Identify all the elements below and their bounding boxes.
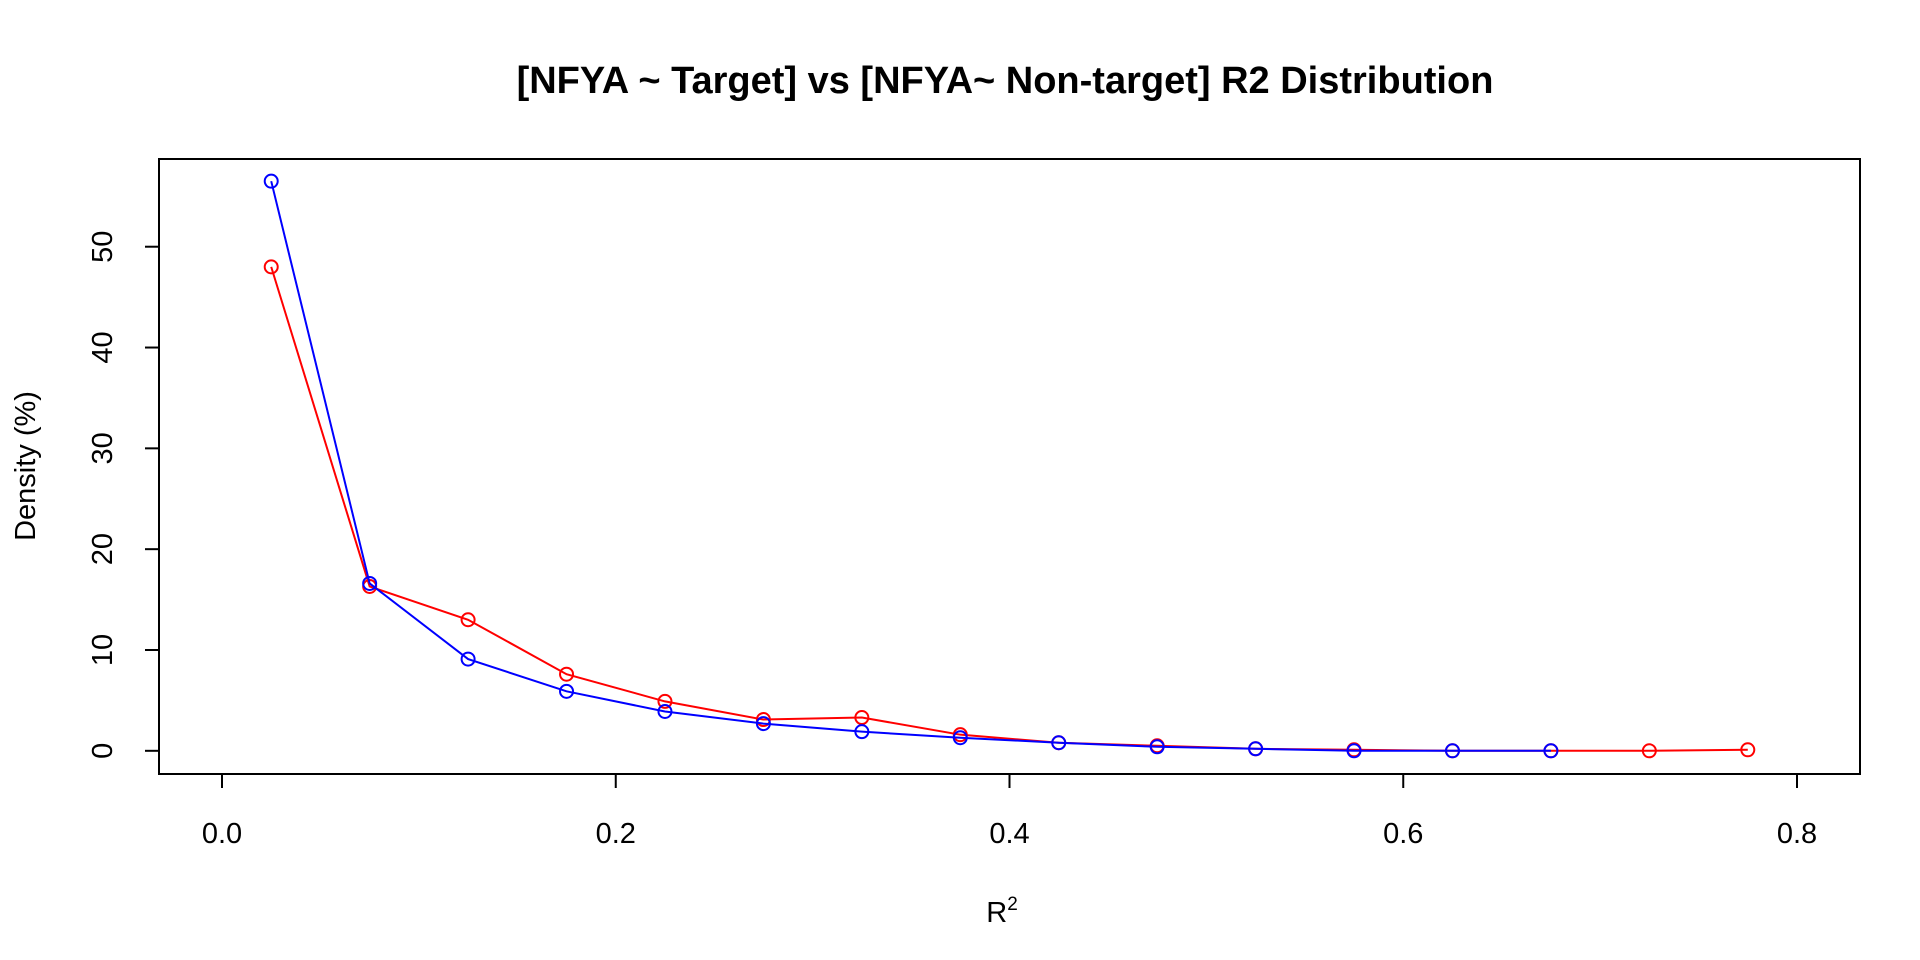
series-line	[270, 266, 1748, 752]
x-tick-label: 0.2	[596, 818, 636, 850]
data-point	[1543, 743, 1559, 759]
data-point	[559, 683, 575, 699]
y-tick-label: 20	[87, 533, 119, 565]
data-point	[1248, 741, 1264, 757]
data-point	[1641, 743, 1657, 759]
data-point	[952, 730, 968, 746]
y-tick-label: 40	[87, 331, 119, 363]
y-tick-label: 50	[87, 231, 119, 263]
y-tick-label: 0	[87, 743, 119, 759]
data-point	[854, 710, 870, 726]
data-point	[657, 693, 673, 709]
chart-title: [NFYA ~ Target] vs [NFYA~ Non-target] R2…	[517, 60, 1494, 102]
data-point	[755, 716, 771, 732]
y-axis: 0 10 20 30 40 50	[87, 231, 160, 759]
y-tick-label: 30	[87, 432, 119, 464]
data-point	[657, 703, 673, 719]
x-axis-label-superscript: 2	[1007, 894, 1018, 915]
data-point	[559, 666, 575, 682]
data-point	[1740, 742, 1756, 758]
data-point	[1444, 743, 1460, 759]
data-point	[1051, 735, 1067, 751]
x-tick-label: 0.8	[1777, 818, 1817, 850]
data-point	[854, 724, 870, 740]
data-point	[460, 651, 476, 667]
x-tick-label: 0.4	[989, 818, 1029, 850]
x-tick-label: 0.0	[202, 818, 242, 850]
y-tick-label: 10	[87, 634, 119, 666]
series-2	[263, 173, 1559, 759]
data-point	[1149, 739, 1165, 755]
x-axis-label-base: R	[986, 897, 1007, 929]
data-point	[263, 173, 279, 189]
data-point	[755, 712, 771, 728]
plot-frame	[158, 158, 1861, 775]
y-axis-label: Density (%)	[10, 391, 42, 541]
data-point	[1346, 743, 1362, 759]
data-point	[263, 259, 279, 275]
x-axis: 0.0 0.2 0.4 0.6 0.8	[202, 773, 1817, 850]
series-layer	[263, 173, 1756, 759]
x-axis-label: R2	[986, 894, 1018, 929]
series-1	[263, 259, 1756, 759]
series-line	[270, 180, 1551, 752]
data-point	[362, 575, 378, 591]
x-tick-label: 0.6	[1383, 818, 1423, 850]
data-point	[460, 612, 476, 628]
